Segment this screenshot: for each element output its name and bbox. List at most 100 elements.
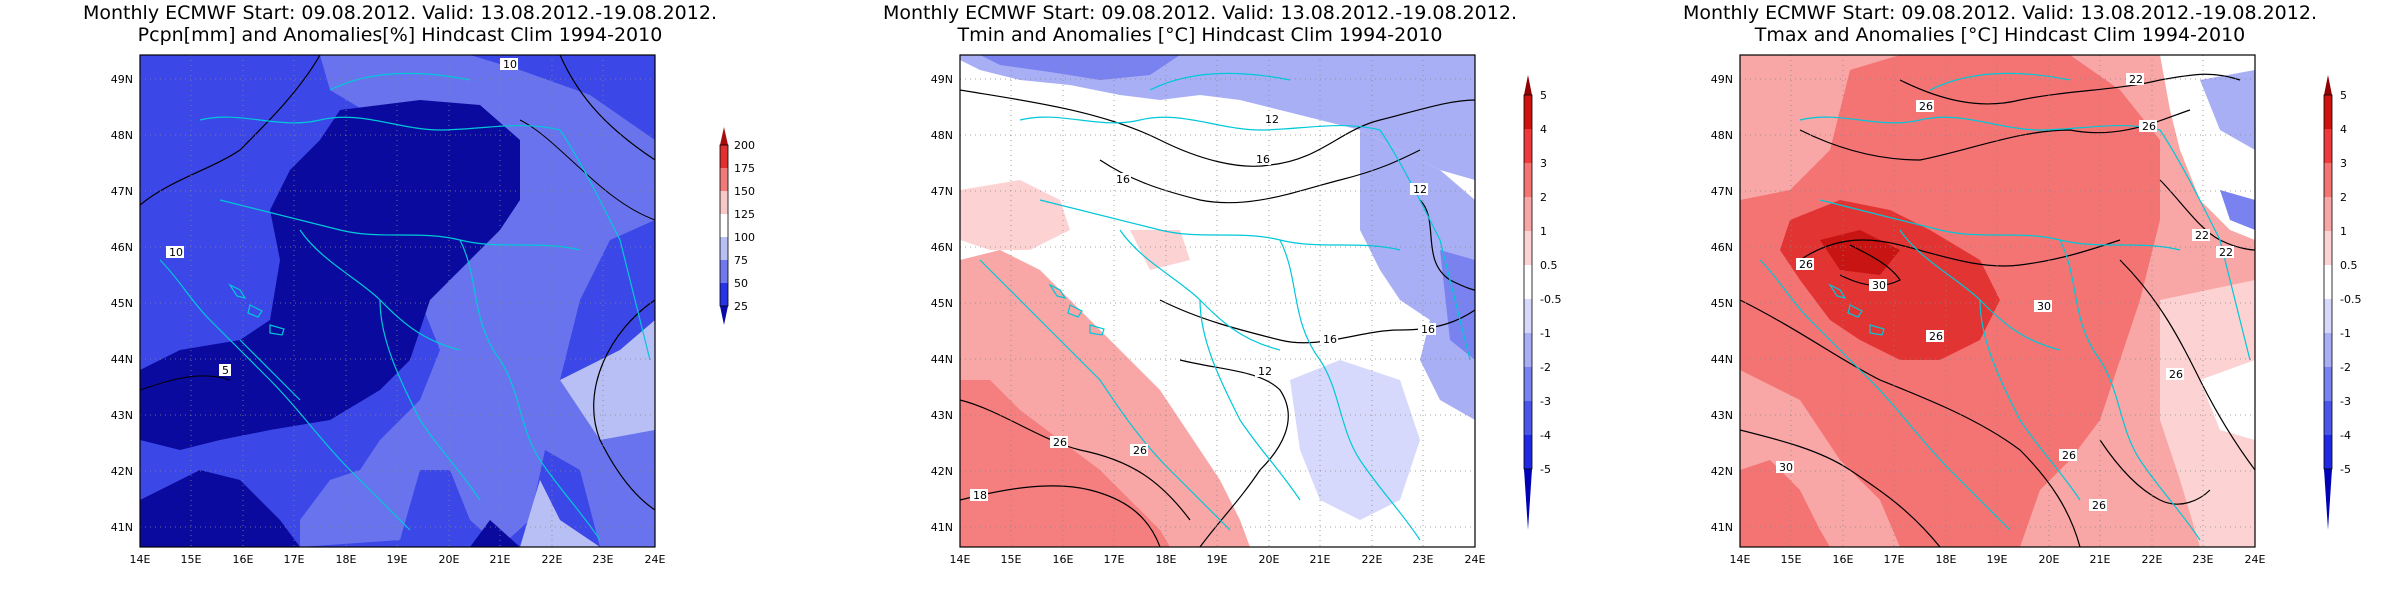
colorbar-segment bbox=[2324, 95, 2332, 129]
colorbar-label: -3 bbox=[2340, 395, 2351, 408]
lat-label: 43N bbox=[111, 409, 133, 422]
contour-line bbox=[960, 399, 1191, 521]
graticule bbox=[960, 55, 1475, 547]
title-line-1: Monthly ECMWF Start: 09.08.2012. Valid: … bbox=[883, 2, 1517, 24]
colorbar-segment bbox=[720, 237, 728, 260]
colorbar-label: -2 bbox=[1540, 361, 1551, 374]
lat-label: 45N bbox=[931, 297, 953, 310]
colorbar-segment bbox=[1524, 401, 1532, 435]
anomaly-fill-100-125-south bbox=[520, 480, 600, 547]
colorbar-outline bbox=[2323, 94, 2333, 470]
lat-label: 47N bbox=[111, 185, 133, 198]
lat-label: 44N bbox=[1711, 353, 1733, 366]
contour-5-east bbox=[593, 299, 655, 511]
lon-label: 19E bbox=[1987, 553, 2008, 566]
lat-label: 46N bbox=[931, 241, 953, 254]
colorbar-label: 0.5 bbox=[2340, 259, 2358, 272]
precip-map-figure: 10 10 5 49N 48N 47N 46N 45N 44N 43N 42N … bbox=[111, 54, 755, 566]
longitude-labels: 14E 15E 16E 17E 18E 19E 20E 21E 22E 23E … bbox=[130, 553, 666, 566]
panel-title: Monthly ECMWF Start: 09.08.2012. Valid: … bbox=[1600, 2, 2400, 46]
contour-label-box bbox=[2059, 449, 2077, 461]
tmax-colorbar: 5 4 3 2 1 0.5 -0.5 -1 -2 -3 -4 -5 bbox=[2323, 75, 2361, 530]
contour-west bbox=[140, 375, 231, 391]
title-line-2: Tmax and Anomalies [°C] Hindcast Clim 19… bbox=[1754, 24, 2246, 46]
contour-label: 22 bbox=[2195, 229, 2209, 242]
colorbar-label: 3 bbox=[1540, 157, 1547, 170]
lat-label: 47N bbox=[931, 185, 953, 198]
contour-10-north bbox=[140, 55, 321, 206]
contour-label-box bbox=[1262, 113, 1280, 125]
contour-label-box bbox=[1050, 436, 1068, 448]
anomaly-fill-05-1-east bbox=[2160, 280, 2255, 547]
contour-label-box bbox=[2166, 368, 2184, 380]
map-frame bbox=[1739, 54, 2256, 548]
lon-label: 18E bbox=[336, 553, 357, 566]
lat-label: 44N bbox=[111, 353, 133, 366]
lon-label: 20E bbox=[2039, 553, 2060, 566]
contour-line bbox=[1740, 429, 1941, 547]
contour-label-box bbox=[2216, 246, 2234, 258]
lon-label: 20E bbox=[1259, 553, 1280, 566]
colorbar-arrow-bottom bbox=[1524, 469, 1532, 530]
lat-label: 44N bbox=[931, 353, 953, 366]
lat-label: 48N bbox=[931, 129, 953, 142]
colorbar-label: 75 bbox=[734, 254, 748, 267]
colorbar-segment bbox=[1524, 367, 1532, 401]
contour-label-box bbox=[2034, 300, 2052, 312]
colorbar-segment bbox=[2324, 197, 2332, 231]
tmin-colorbar: 5 4 3 2 1 0.5 -0.5 -1 -2 -3 -4 -5 bbox=[1523, 75, 1561, 530]
lon-label: 23E bbox=[1413, 553, 1434, 566]
colorbar-segment bbox=[1524, 163, 1532, 197]
anomaly-fill-minus2-minus3 bbox=[980, 55, 1180, 80]
coastlines-borders bbox=[1759, 72, 2251, 541]
precip-colorbar: 200 175 150 125 100 75 50 25 bbox=[719, 127, 755, 325]
colorbar-label: 4 bbox=[1540, 123, 1547, 136]
panel-tmax: Monthly ECMWF Start: 09.08.2012. Valid: … bbox=[1600, 0, 2400, 600]
latitude-labels: 49N 48N 47N 46N 45N 44N 43N 42N 41N bbox=[111, 73, 133, 534]
contour-label: 26 bbox=[2142, 120, 2156, 133]
contour-east-2 bbox=[519, 119, 655, 221]
colorbar-label: 125 bbox=[734, 208, 755, 221]
colorbar-arrow-bottom bbox=[720, 306, 728, 325]
contour-label: 30 bbox=[2037, 300, 2051, 313]
tmax-map-figure: 22 26 26 22 22 26 30 30 26 26 26 26 30 bbox=[1711, 54, 2361, 566]
lon-label: 17E bbox=[284, 553, 305, 566]
latitude-labels: 49N 48N 47N 46N 45N 44N 43N 42N 41N bbox=[931, 73, 953, 534]
colorbar-label: -5 bbox=[2340, 463, 2351, 476]
colorbar-label: 100 bbox=[734, 231, 755, 244]
lat-label: 47N bbox=[1711, 185, 1733, 198]
contour-label: 26 bbox=[2062, 449, 2076, 462]
longitude-labels: 14E 15E 16E 17E 18E 19E 20E 21E 22E 23E … bbox=[950, 553, 1486, 566]
contour-label: 26 bbox=[2092, 499, 2106, 512]
lat-label: 46N bbox=[111, 241, 133, 254]
colorbar-segment bbox=[720, 214, 728, 237]
lon-label: 24E bbox=[1465, 553, 1486, 566]
colorbar-segment bbox=[720, 145, 728, 168]
lon-label: 24E bbox=[2245, 553, 2266, 566]
lon-label: 16E bbox=[1053, 553, 1074, 566]
lon-label: 18E bbox=[1936, 553, 1957, 566]
colorbar-segment bbox=[1524, 197, 1532, 231]
contour-label: 22 bbox=[2129, 73, 2143, 86]
colorbar-segment bbox=[1524, 299, 1532, 333]
colorbar-label: -1 bbox=[1540, 327, 1551, 340]
contour-label: 10 bbox=[503, 58, 517, 71]
lon-label: 22E bbox=[2142, 553, 2163, 566]
anomaly-fill-05-1-center bbox=[1130, 230, 1190, 270]
lat-label: 45N bbox=[1711, 297, 1733, 310]
lon-label: 20E bbox=[439, 553, 460, 566]
colorbar-label: -5 bbox=[1540, 463, 1551, 476]
title-line-1: Monthly ECMWF Start: 09.08.2012. Valid: … bbox=[83, 2, 717, 24]
anomaly-fill-25-50-south bbox=[140, 470, 300, 547]
colorbar-label: 1 bbox=[2340, 225, 2347, 238]
precip-map-area: 10 10 5 bbox=[140, 55, 655, 547]
lat-label: 42N bbox=[931, 465, 953, 478]
tmin-map-figure: 12 16 16 12 16 12 16 26 26 18 49N 48N 47… bbox=[931, 54, 1561, 566]
lat-label: 42N bbox=[1711, 465, 1733, 478]
colorbar-segment bbox=[720, 168, 728, 191]
colorbar-label: 5 bbox=[1540, 89, 1547, 102]
graticule bbox=[140, 55, 655, 547]
contour-label: 26 bbox=[2169, 368, 2183, 381]
contour-label: 26 bbox=[1053, 436, 1067, 449]
contour-label: 26 bbox=[1799, 258, 1813, 271]
